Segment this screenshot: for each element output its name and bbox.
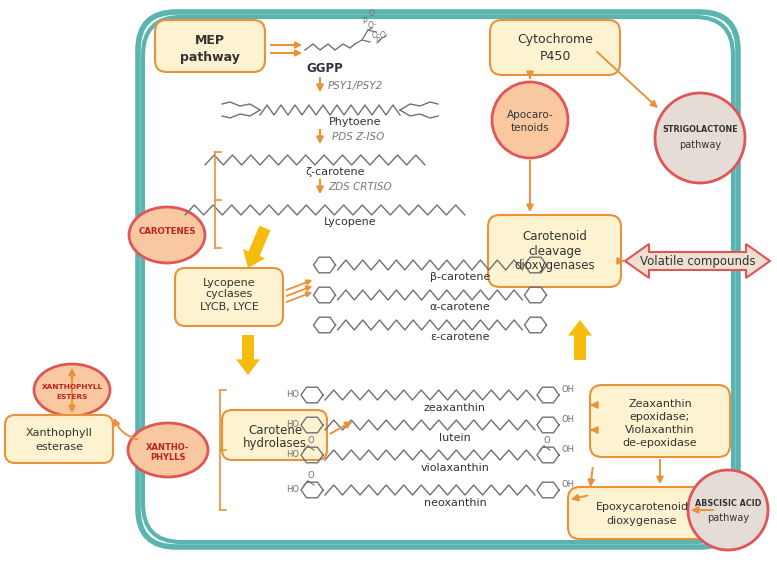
Text: lutein: lutein	[439, 433, 471, 443]
Text: PSY1/PSY2: PSY1/PSY2	[327, 81, 382, 91]
Text: ζ-carotene: ζ-carotene	[305, 167, 364, 177]
Circle shape	[492, 82, 568, 158]
Polygon shape	[568, 320, 592, 360]
Text: Lycopene: Lycopene	[324, 217, 376, 227]
Text: Apocaro-: Apocaro-	[507, 110, 553, 120]
FancyBboxPatch shape	[5, 415, 113, 463]
Text: Violaxanthin: Violaxanthin	[625, 425, 695, 435]
Ellipse shape	[34, 364, 110, 416]
Text: O: O	[307, 471, 314, 480]
Text: P450: P450	[539, 51, 570, 64]
Text: esterase: esterase	[35, 442, 83, 452]
Text: PHYLLS: PHYLLS	[150, 452, 186, 461]
Text: violaxanthin: violaxanthin	[420, 463, 490, 473]
Text: Zeaxanthin: Zeaxanthin	[628, 399, 692, 409]
Text: hydrolases: hydrolases	[243, 437, 307, 451]
Ellipse shape	[128, 423, 208, 477]
FancyBboxPatch shape	[568, 487, 716, 539]
Text: O⁻: O⁻	[368, 21, 378, 30]
Text: cyclases: cyclases	[205, 289, 253, 299]
Text: Lycopene: Lycopene	[203, 278, 256, 288]
Text: O: O	[543, 436, 549, 445]
Text: epoxidase;: epoxidase;	[630, 412, 690, 422]
Text: O: O	[307, 436, 314, 445]
Text: zeaxanthin: zeaxanthin	[424, 403, 486, 413]
Text: tenoids: tenoids	[510, 123, 549, 133]
Polygon shape	[236, 335, 260, 375]
FancyBboxPatch shape	[488, 215, 621, 287]
Ellipse shape	[129, 207, 205, 263]
Text: β-carotene: β-carotene	[430, 272, 490, 282]
Text: Volatile compounds: Volatile compounds	[640, 255, 756, 268]
Text: HO: HO	[286, 450, 299, 459]
Text: OH: OH	[562, 415, 575, 424]
Text: MEP: MEP	[195, 34, 225, 47]
Text: Carotenoid: Carotenoid	[523, 230, 587, 243]
Text: pathway: pathway	[707, 513, 749, 523]
Circle shape	[655, 93, 745, 183]
Text: LYCB, LYCE: LYCB, LYCE	[200, 302, 259, 312]
Text: CAROTENES: CAROTENES	[138, 228, 196, 237]
Text: O: O	[369, 10, 375, 19]
Text: α-carotene: α-carotene	[430, 302, 490, 312]
Text: dioxygenase: dioxygenase	[607, 516, 678, 526]
Text: ABSCISIC ACID: ABSCISIC ACID	[695, 500, 761, 509]
Text: Carotene: Carotene	[248, 424, 302, 437]
Text: HO: HO	[286, 485, 299, 494]
FancyBboxPatch shape	[175, 268, 283, 326]
Text: STRIGOLACTONE: STRIGOLACTONE	[662, 125, 738, 134]
Text: ε-carotene: ε-carotene	[430, 332, 490, 342]
Text: cleavage: cleavage	[528, 244, 582, 257]
Text: GGPP: GGPP	[307, 61, 343, 75]
Text: pathway: pathway	[180, 51, 240, 64]
Text: PDS Z-ISO: PDS Z-ISO	[332, 132, 384, 142]
Text: de-epoxidase: de-epoxidase	[622, 438, 697, 448]
Text: Cytochrome: Cytochrome	[517, 34, 593, 47]
Text: OH: OH	[562, 480, 575, 489]
Text: O⁻: O⁻	[380, 31, 390, 40]
Text: dioxygenases: dioxygenases	[514, 259, 595, 271]
Text: P: P	[363, 17, 368, 26]
Text: Phytoene: Phytoene	[329, 117, 382, 127]
FancyBboxPatch shape	[590, 385, 730, 457]
Polygon shape	[243, 226, 270, 268]
Text: pathway: pathway	[679, 140, 721, 150]
Text: ESTERS: ESTERS	[56, 394, 88, 400]
Circle shape	[688, 470, 768, 550]
FancyBboxPatch shape	[490, 20, 620, 75]
Text: Xanthophyll: Xanthophyll	[26, 428, 92, 438]
FancyBboxPatch shape	[155, 20, 265, 72]
Text: OH: OH	[562, 385, 575, 394]
Polygon shape	[625, 244, 770, 278]
Text: HO: HO	[286, 390, 299, 399]
Text: neoxanthin: neoxanthin	[423, 498, 486, 508]
Text: HO: HO	[286, 420, 299, 429]
Text: OH: OH	[562, 445, 575, 454]
Text: O⁻: O⁻	[372, 30, 382, 39]
Text: Epoxycarotenoid: Epoxycarotenoid	[595, 502, 688, 512]
Text: XANTHOPHYLL: XANTHOPHYLL	[41, 384, 103, 390]
Text: P: P	[376, 38, 380, 47]
Text: ZDS CRTISO: ZDS CRTISO	[328, 182, 392, 192]
Text: XANTHO-: XANTHO-	[146, 442, 190, 451]
FancyBboxPatch shape	[222, 410, 327, 460]
